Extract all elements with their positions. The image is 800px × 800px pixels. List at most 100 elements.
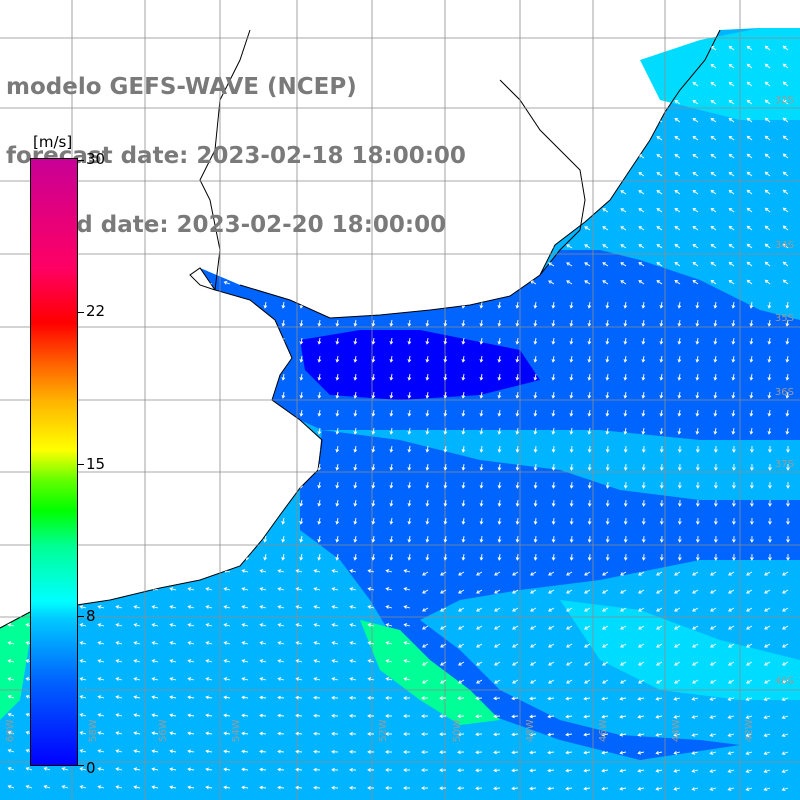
wind-arrow: [7, 748, 15, 753]
wind-arrow: [512, 226, 519, 231]
wind-arrow: [25, 785, 33, 789]
wind-arrow: [512, 643, 519, 648]
wind-arrow: [659, 535, 664, 543]
wind-arrow: [566, 280, 573, 285]
wind-arrow: [241, 713, 249, 718]
wind-arrow: [605, 499, 610, 507]
wind-arrow: [511, 714, 519, 719]
wind-arrow: [749, 481, 754, 489]
wind-arrow: [475, 226, 483, 231]
wind-arrow: [191, 409, 196, 417]
wind-arrow: [673, 733, 681, 737]
wind-arrow: [263, 355, 268, 363]
wind-arrow: [728, 207, 735, 213]
wind-arrow: [547, 732, 555, 737]
wind-arrow: [425, 553, 430, 561]
wind-arrow: [710, 63, 717, 69]
wind-arrow: [569, 391, 574, 399]
wind-arrow: [533, 463, 538, 471]
wind-arrow: [656, 679, 663, 684]
lat-label: 35S: [774, 313, 794, 324]
wind-arrow: [353, 373, 358, 381]
wind-arrow: [313, 605, 321, 609]
wind-arrow: [313, 280, 321, 285]
wind-arrow: [512, 64, 519, 69]
wind-arrow: [317, 535, 322, 543]
wind-arrow: [767, 355, 772, 363]
wind-arrow: [119, 301, 124, 309]
wind-arrow: [605, 301, 610, 309]
wind-arrow: [119, 337, 124, 345]
wind-arrow: [259, 767, 267, 772]
wind-arrow: [638, 46, 645, 51]
wind-arrow: [151, 785, 159, 790]
wind-arrow: [479, 337, 484, 345]
lon-label: 52W: [378, 719, 389, 742]
wind-arrow: [692, 661, 699, 666]
wind-arrow: [169, 587, 177, 591]
wind-arrow: [97, 587, 105, 591]
wind-arrow: [335, 373, 340, 381]
wind-arrow: [407, 409, 412, 417]
wind-arrow: [512, 208, 519, 213]
wind-arrow: [728, 243, 735, 249]
wind-arrow: [101, 427, 106, 435]
wind-arrow: [389, 517, 394, 525]
wind-arrow: [727, 787, 735, 791]
wind-arrow: [533, 337, 538, 345]
wind-arrow: [746, 171, 753, 177]
wind-arrow: [638, 625, 645, 630]
wind-arrow: [782, 81, 789, 87]
wind-arrow: [746, 63, 753, 69]
wind-arrow: [475, 750, 483, 755]
wind-arrow: [620, 661, 627, 666]
wind-arrow: [83, 373, 88, 381]
wind-arrow: [223, 623, 231, 627]
wind-arrow: [169, 767, 177, 772]
wind-arrow: [317, 319, 322, 327]
wind-arrow: [692, 625, 699, 630]
wind-arrow: [335, 499, 340, 507]
wind-arrow: [641, 517, 646, 525]
wind-arrow: [476, 625, 483, 630]
wind-arrow: [155, 463, 159, 471]
wind-arrow: [115, 569, 123, 573]
wind-arrow: [97, 605, 105, 609]
wind-arrow: [79, 695, 87, 699]
wind-arrow: [566, 100, 573, 105]
wind-arrow: [475, 46, 483, 51]
wind-arrow: [713, 373, 718, 381]
wind-arrow: [367, 623, 375, 627]
wind-arrow: [656, 625, 663, 630]
wind-arrow: [728, 99, 735, 105]
wind-arrow: [692, 243, 699, 249]
wind-arrow: [602, 589, 609, 594]
wind-arrow: [461, 355, 466, 363]
wind-arrow: [425, 463, 430, 471]
wind-arrow: [584, 607, 591, 612]
wind-arrow: [281, 553, 286, 561]
wind-arrow: [205, 587, 213, 591]
wind-arrow: [727, 697, 735, 701]
wind-arrow: [367, 641, 375, 645]
wind-arrow: [389, 373, 394, 381]
wind-arrow: [259, 623, 267, 627]
wind-arrow: [569, 535, 574, 543]
wind-arrow: [151, 605, 159, 609]
wind-arrow: [425, 319, 430, 327]
wind-arrow: [677, 517, 682, 525]
wind-arrow: [551, 463, 556, 471]
wind-arrow: [745, 715, 753, 719]
wind-arrow: [710, 135, 717, 141]
wind-arrow: [548, 589, 555, 594]
wind-arrow: [11, 373, 16, 381]
wind-arrow: [659, 517, 664, 525]
wind-arrow: [605, 445, 610, 453]
wind-arrow: [479, 463, 484, 471]
wind-arrow: [746, 571, 753, 576]
wind-arrow: [7, 587, 15, 591]
colorbar-label-30: 30: [86, 150, 106, 168]
wind-arrow: [620, 190, 627, 195]
wind-arrow: [764, 45, 771, 51]
wind-arrow: [389, 427, 394, 435]
